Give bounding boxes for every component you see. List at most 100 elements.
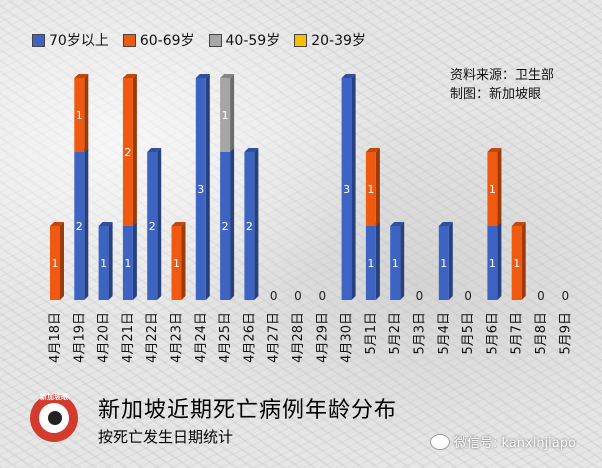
bar-segment <box>487 152 498 226</box>
source-note: 资料来源：卫生部 制图：新加坡眼 <box>450 66 554 104</box>
bar-top <box>74 74 89 78</box>
data-label: 2 <box>246 220 253 233</box>
x-tick-label: 5月5日 <box>461 312 476 355</box>
data-label: 1 <box>124 257 131 270</box>
data-label: 1 <box>52 257 59 270</box>
logo <box>30 394 78 442</box>
bar-top <box>438 222 453 226</box>
bar-top <box>171 222 186 226</box>
data-label: 3 <box>197 183 204 196</box>
x-tick-label: 4月25日 <box>218 312 233 363</box>
legend: 70岁以上 60-69岁 40-59岁 20-39岁 <box>32 30 366 50</box>
legend-item: 70岁以上 <box>32 30 109 50</box>
x-tick-label: 5月1日 <box>364 312 379 355</box>
data-label: 2 <box>149 220 156 233</box>
bar-segment <box>50 226 60 300</box>
bar-side <box>400 222 405 300</box>
legend-label: 40-59岁 <box>225 33 281 49</box>
bar-side <box>230 148 235 300</box>
x-tick-label: 4月20日 <box>97 312 112 363</box>
x-tick-label: 4月22日 <box>145 312 160 363</box>
bar-side <box>205 74 210 300</box>
zero-label: 0 <box>294 289 302 303</box>
bar-segment <box>98 226 109 300</box>
legend-item: 40-59岁 <box>208 30 281 50</box>
data-label: 2 <box>76 220 83 233</box>
bar-top <box>122 74 137 78</box>
bar-segment <box>74 78 85 152</box>
bar-side <box>84 148 89 300</box>
bar-segment <box>244 152 255 300</box>
data-label: 1 <box>367 183 374 196</box>
data-label: 1 <box>489 183 496 196</box>
bar-top <box>195 74 210 78</box>
zero-label: 0 <box>416 289 424 303</box>
bar-side <box>375 148 380 226</box>
bar-top <box>365 148 380 152</box>
legend-label: 20-39岁 <box>311 33 366 49</box>
bar-segment <box>122 226 133 300</box>
bar-top <box>98 222 113 226</box>
data-label: 1 <box>173 257 180 270</box>
wechat-id: 微信号: kanxinjiapo <box>430 432 576 451</box>
bar-side <box>375 222 380 300</box>
wechat-icon <box>430 433 450 450</box>
x-tick-label: 4月18日 <box>48 312 63 363</box>
legend-item: 60-69岁 <box>122 30 195 50</box>
legend-label: 60-69岁 <box>139 33 195 49</box>
bar-segment <box>220 152 231 300</box>
wechat-label: 微信号: kanxinjiapo <box>454 436 576 451</box>
bar-side <box>448 222 453 300</box>
chart-subtitle: 按死亡发生日期统计 <box>98 428 234 446</box>
x-tick-label: 4月27日 <box>267 312 282 363</box>
x-tick-label: 4月24日 <box>194 312 209 363</box>
zero-label: 0 <box>537 289 545 303</box>
bar-side <box>521 222 526 300</box>
x-tick-label: 4月28日 <box>291 312 306 363</box>
bar-segment <box>511 226 522 300</box>
logo-text: 新加坡眼 <box>40 393 68 401</box>
legend-swatch <box>208 33 222 47</box>
x-tick-label: 5月2日 <box>388 312 403 355</box>
legend-label: 70岁以上 <box>49 33 109 49</box>
x-tick-label: 4月19日 <box>72 312 87 363</box>
data-label: 1 <box>222 109 229 122</box>
chart: 1 4月18日 2 1 4月19日 1 4月20日 1 2 4月21日 2 4月22日 1 4月23日 3 4… <box>48 74 573 363</box>
bar-segment <box>122 78 133 226</box>
data-label: 1 <box>100 257 107 270</box>
data-label: 1 <box>392 257 399 270</box>
data-label: 1 <box>489 257 496 270</box>
legend-item: 20-39岁 <box>294 30 366 50</box>
bar-segment <box>74 152 85 300</box>
legend-swatch <box>32 33 45 47</box>
bar-segment <box>365 152 376 226</box>
x-tick-label: 4月26日 <box>242 312 257 363</box>
x-tick-label: 5月3日 <box>413 312 428 355</box>
bar-side <box>157 148 162 300</box>
data-label: 3 <box>343 183 350 196</box>
x-tick-label: 5月4日 <box>437 312 452 355</box>
bar-top <box>147 148 162 152</box>
bar-segment <box>171 226 182 300</box>
bar-top <box>244 148 259 152</box>
bar-top <box>50 222 64 226</box>
bar-segment <box>195 78 206 300</box>
bar-segment <box>147 152 158 300</box>
bar-side <box>497 148 502 226</box>
zero-label: 0 <box>318 289 326 303</box>
bar-segment <box>220 78 231 152</box>
zero-label: 0 <box>270 289 278 303</box>
x-tick-label: 4月30日 <box>340 312 355 363</box>
chart-title: 新加坡近期死亡病例年龄分布 <box>98 398 398 423</box>
bar-segment <box>341 78 352 300</box>
data-label: 2 <box>124 146 131 159</box>
zero-label: 0 <box>561 289 569 303</box>
bar-side <box>132 74 137 226</box>
bar-side <box>84 74 89 152</box>
bar-side <box>497 222 502 300</box>
bar-segment <box>390 226 401 300</box>
bar-side <box>132 222 137 300</box>
data-label: 1 <box>76 109 83 122</box>
bar-top <box>390 222 405 226</box>
credit-line: 制图：新加坡眼 <box>450 87 542 102</box>
